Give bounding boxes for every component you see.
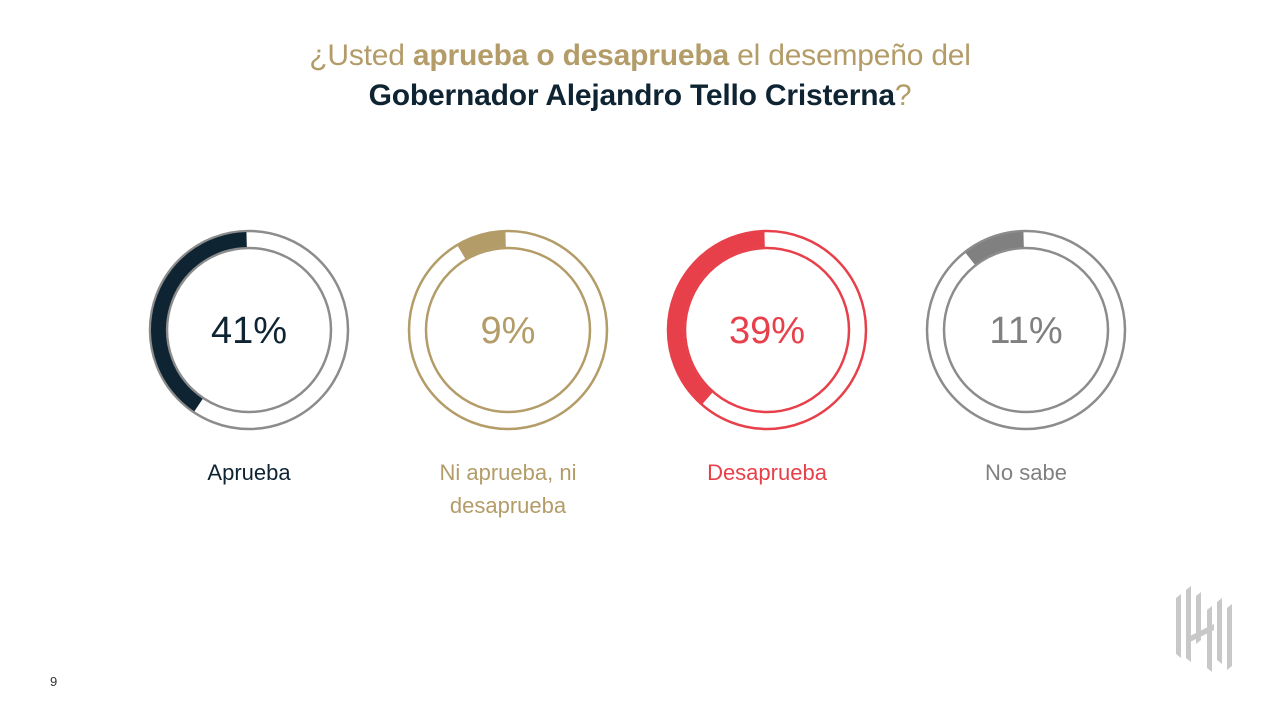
category-label-line: Aprueba [207, 460, 291, 485]
donut-outer-ring [148, 229, 350, 431]
firm-logo-icon [1176, 586, 1232, 672]
slide-title: ¿Usted aprueba o desaprueba el desempeño… [0, 36, 1280, 116]
title-emphasis-1: aprueba o desaprueba [412, 39, 729, 72]
donut-inner-ring [683, 246, 851, 414]
category-label-aprueba: Aprueba [149, 456, 349, 489]
category-label-line: No sabe [985, 460, 1067, 485]
donut-outer-ring [925, 229, 1127, 431]
donut-inner-ring [942, 246, 1110, 414]
donut-inner-ring [165, 246, 333, 414]
category-label-desaprueba: Desaprueba [667, 456, 867, 489]
donut-outer-ring [407, 229, 609, 431]
value-label-desaprueba: 39% [729, 310, 805, 352]
page-number: 9 [50, 674, 58, 689]
title-text-2: el desempeño del [728, 39, 971, 72]
title-text-1: ¿Usted [309, 39, 413, 72]
value-label-no-sabe: 11% [989, 310, 1062, 352]
donut-ni-aprueba: 9% [407, 229, 609, 431]
donut-segment-ni-aprueba [457, 232, 507, 259]
category-label-line: Ni aprueba, ni [439, 460, 577, 485]
category-label-line: Desaprueba [707, 460, 827, 485]
category-label-line: desaprueba [449, 493, 567, 518]
donut-segment-desaprueba [669, 232, 765, 404]
donut-segment-aprueba [151, 232, 247, 412]
donut-no-sabe: 11% [925, 229, 1127, 431]
donut-segment-no-sabe [965, 232, 1025, 265]
value-label-ni-aprueba: 9% [481, 310, 536, 352]
title-line-1: ¿Usted aprueba o desaprueba el desempeño… [0, 36, 1280, 76]
title-emphasis-2: Gobernador Alejandro Tello Cristerna [368, 79, 895, 112]
title-line-2: Gobernador Alejandro Tello Cristerna? [0, 76, 1280, 116]
title-question-mark: ? [894, 79, 912, 112]
category-label-no-sabe: No sabe [926, 456, 1126, 489]
donut-desaprueba: 39% [666, 229, 868, 431]
category-label-ni-aprueba: Ni aprueba, ni desaprueba [408, 456, 608, 522]
donut-aprueba: 41% [148, 229, 350, 431]
donut-inner-ring [424, 246, 592, 414]
value-label-aprueba: 41% [211, 310, 287, 352]
donut-outer-ring [666, 229, 868, 431]
